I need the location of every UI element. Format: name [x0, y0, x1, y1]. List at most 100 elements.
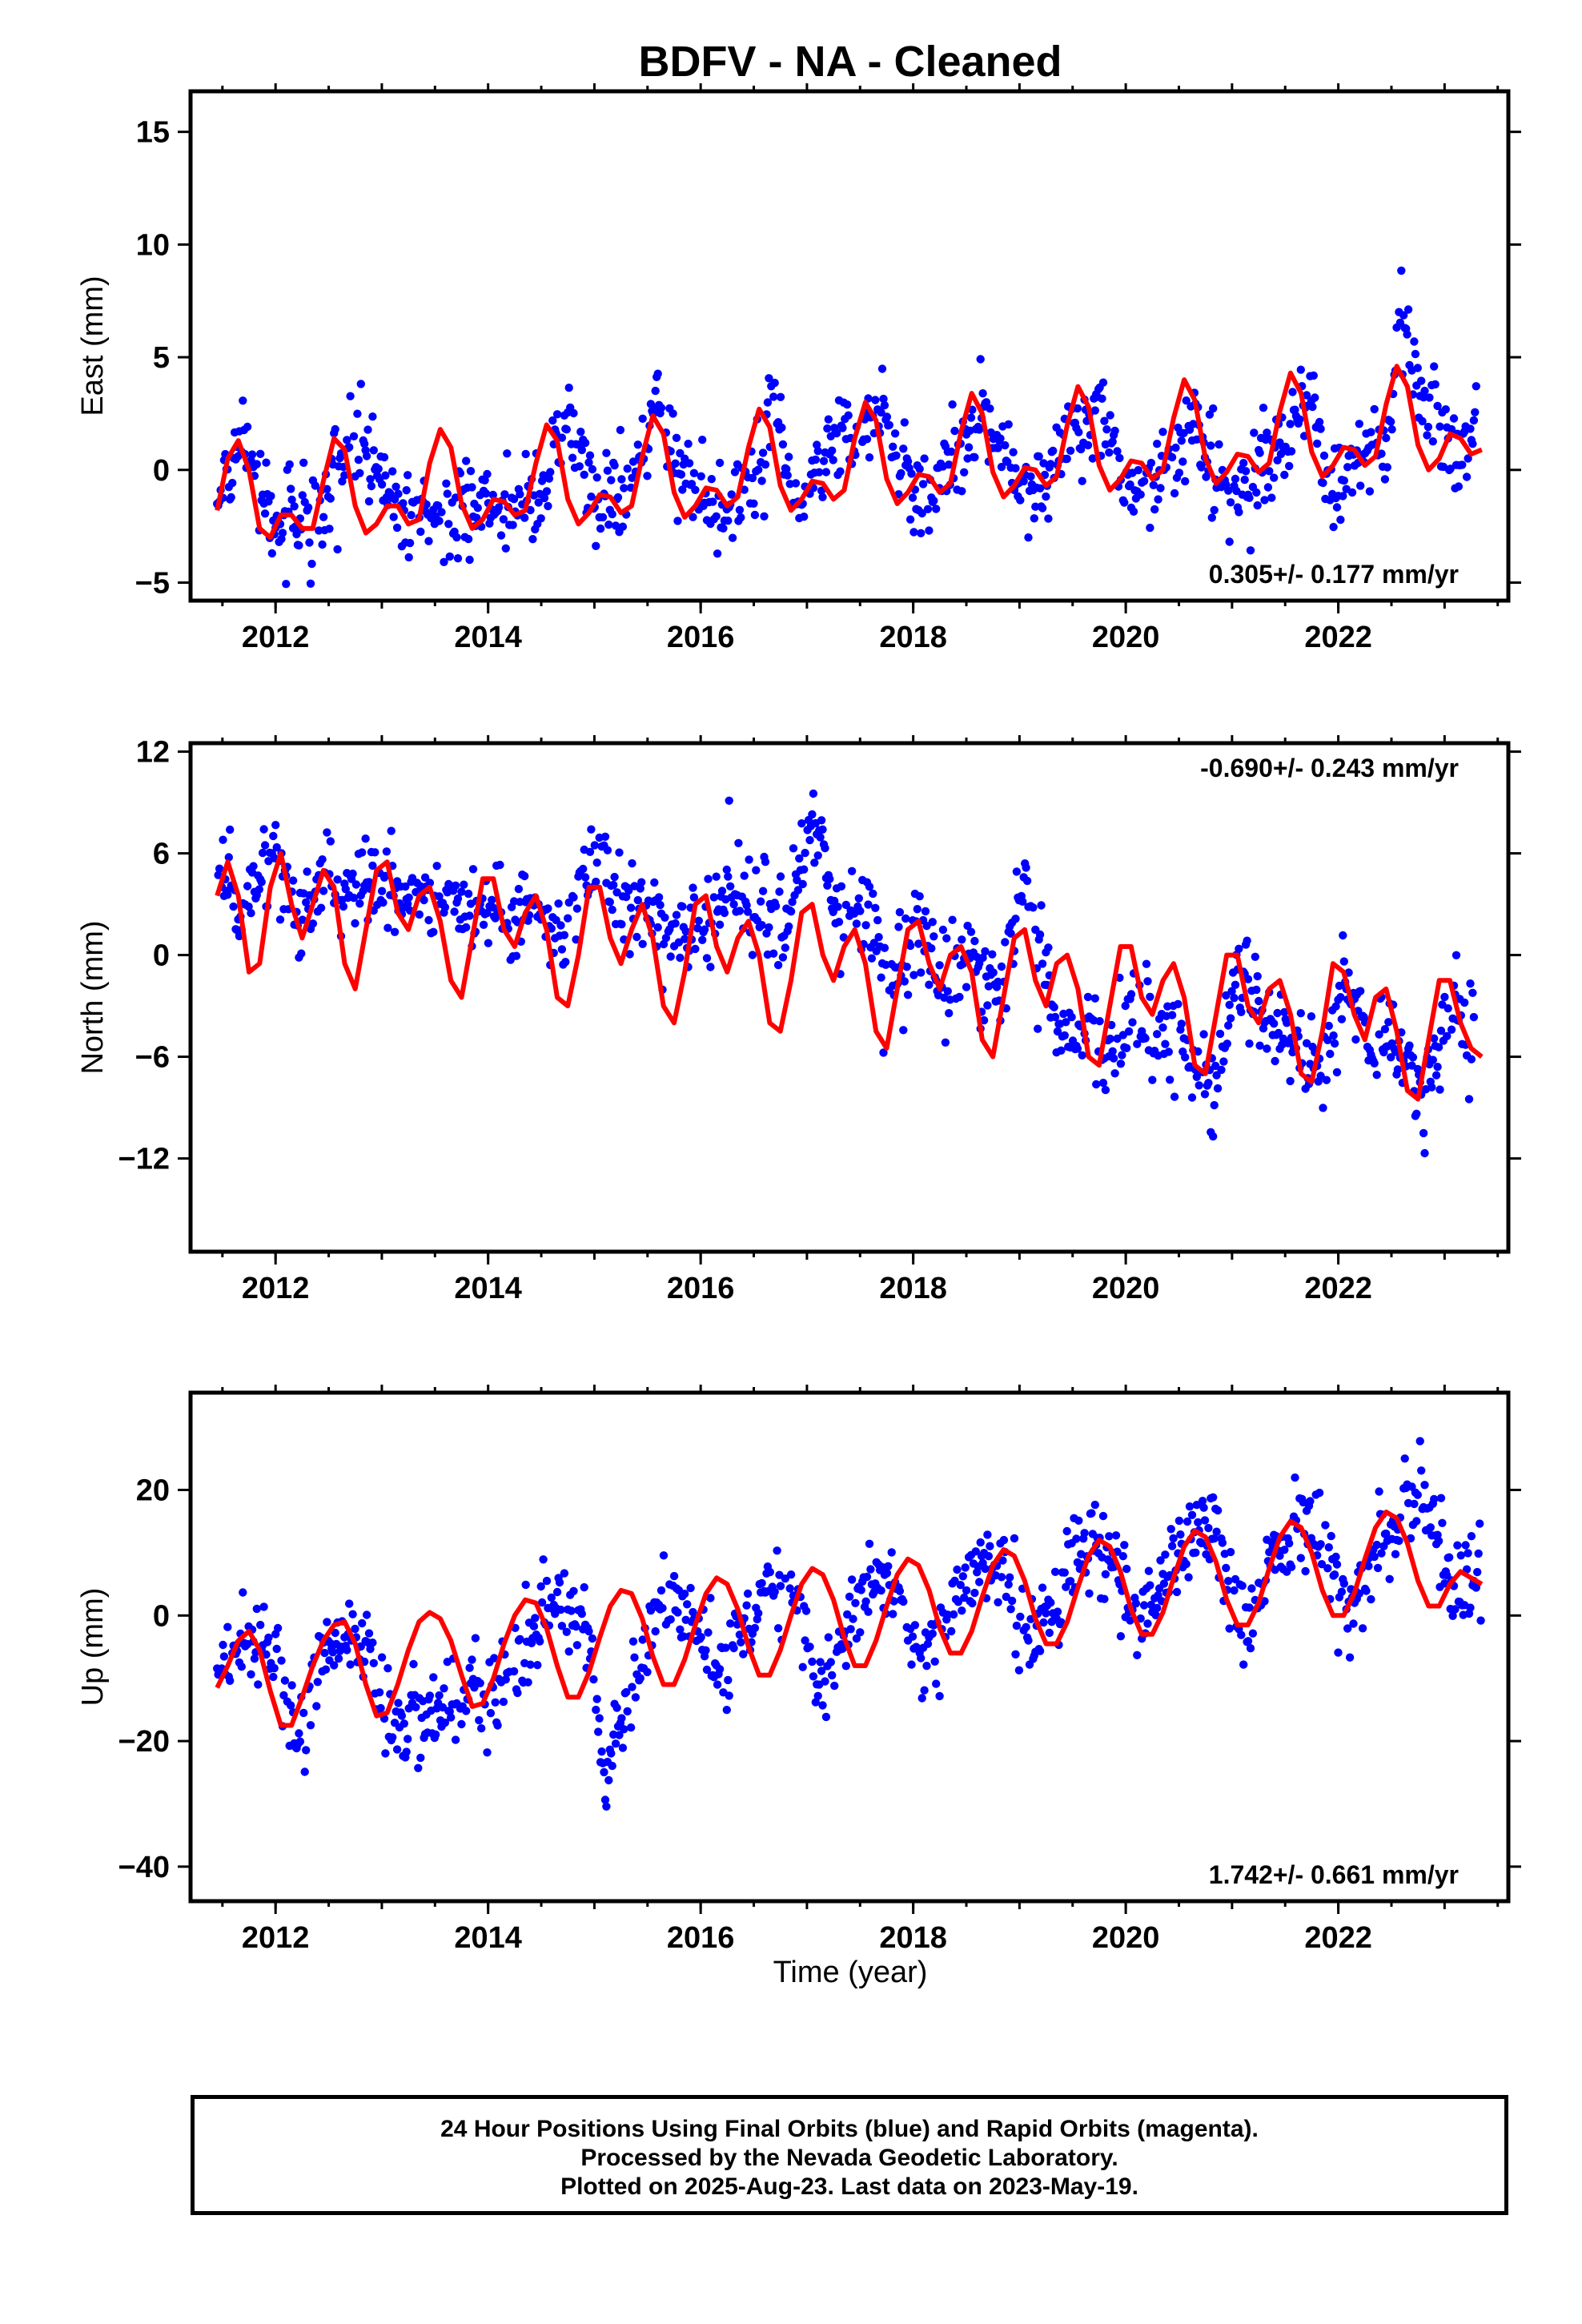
east-data-point: [392, 523, 402, 533]
north-data-point: [349, 894, 359, 903]
north-data-point: [1122, 1043, 1131, 1053]
east-data-point: [1355, 420, 1364, 428]
north-data-point: [608, 905, 616, 915]
up-data-point: [923, 1639, 933, 1648]
up-data-point: [816, 1658, 825, 1667]
up-data-point: [882, 1569, 892, 1578]
north-data-point: [1110, 1069, 1119, 1078]
north-data-point: [1408, 1053, 1418, 1062]
north-data-point: [603, 846, 612, 854]
up-data-point: [801, 1636, 809, 1645]
east-data-point: [585, 451, 595, 460]
up-data-point: [622, 1687, 631, 1697]
east-data-point: [1016, 496, 1025, 505]
east-data-point: [880, 400, 889, 410]
north-data-point: [636, 884, 644, 893]
north-data-point: [1469, 1012, 1479, 1022]
east-data-point: [1367, 428, 1375, 436]
north-data-point: [903, 991, 913, 999]
up-data-point: [1074, 1516, 1083, 1526]
north-data-point: [700, 925, 709, 934]
north-data-point: [1440, 992, 1449, 1002]
north-data-point: [610, 872, 619, 882]
north-data-point: [308, 919, 318, 928]
up-data-point: [932, 1679, 941, 1688]
east-data-point: [871, 396, 880, 404]
up-data-point: [1337, 1587, 1347, 1596]
up-data-point: [490, 1654, 499, 1663]
east-data-point: [1403, 305, 1413, 314]
up-data-point: [770, 1587, 779, 1597]
north-data-point: [1187, 1093, 1197, 1102]
east-data-point: [885, 420, 894, 429]
up-data-point: [457, 1719, 466, 1729]
north-data-point: [1083, 992, 1093, 1002]
up-data-point: [1334, 1648, 1343, 1657]
up-data-point: [1420, 1481, 1429, 1490]
east-data-point: [1387, 417, 1395, 426]
east-data-point: [776, 392, 785, 401]
north-data-point: [833, 903, 842, 911]
up-data-point: [1166, 1525, 1175, 1534]
east-data-point: [877, 408, 885, 417]
north-data-point: [809, 789, 818, 798]
x-axis-label: Time (year): [773, 1956, 928, 1989]
up-data-point: [1153, 1603, 1162, 1613]
east-data-point: [1265, 467, 1274, 476]
up-data-point: [1301, 1566, 1310, 1576]
up-data-point: [1291, 1473, 1299, 1482]
east-data-point: [353, 409, 362, 418]
up-data-point: [272, 1644, 281, 1654]
up-data-point: [1339, 1579, 1349, 1588]
east-data-point: [1035, 484, 1045, 493]
up-data-point: [358, 1618, 367, 1628]
north-data-point: [1060, 1031, 1070, 1040]
north-data-point: [316, 903, 326, 912]
up-data-point: [1057, 1618, 1066, 1626]
up-data-point: [999, 1535, 1009, 1545]
up-data-point: [817, 1667, 826, 1675]
up-data-point: [1237, 1630, 1246, 1639]
up-data-point: [1136, 1614, 1145, 1623]
east-data-point: [1315, 417, 1324, 427]
north-data-point: [1148, 1076, 1157, 1084]
east-data-point: [1288, 388, 1297, 396]
east-data-point: [227, 493, 235, 502]
up-data-point: [1248, 1629, 1258, 1638]
east-data-point: [617, 475, 626, 484]
north-data-point: [1286, 1076, 1295, 1086]
up-data-point: [689, 1607, 697, 1617]
up-data-point: [895, 1586, 905, 1596]
north-data-point: [1109, 1054, 1118, 1063]
north-data-point: [243, 882, 252, 891]
east-data-point: [882, 412, 892, 421]
up-data-point: [846, 1625, 855, 1634]
east-data-point: [355, 468, 364, 477]
up-data-point: [1238, 1582, 1247, 1590]
east-data-point: [1387, 425, 1396, 434]
east-data-point: [262, 458, 271, 467]
east-data-point: [777, 423, 786, 432]
north-data-point: [726, 882, 735, 891]
north-data-point: [625, 950, 634, 959]
up-data-point: [1161, 1550, 1170, 1559]
up-data-point: [1122, 1564, 1131, 1574]
north-data-point: [415, 910, 424, 919]
up-data-point: [908, 1632, 917, 1641]
north-data-point: [1161, 1039, 1170, 1048]
east-data-point: [577, 445, 586, 455]
north-data-point: [496, 860, 504, 870]
east-data-point: [340, 471, 349, 480]
up-data-point: [237, 1663, 246, 1671]
up-data-point: [1287, 1562, 1296, 1571]
up-data-point: [1116, 1632, 1126, 1641]
north-data-point: [569, 893, 578, 902]
north-data-point: [1443, 1031, 1452, 1041]
east-data-point: [610, 461, 619, 470]
north-data-point: [297, 949, 306, 958]
east-data-point: [1365, 487, 1375, 496]
north-data-point: [839, 933, 849, 942]
up-data-point: [1306, 1497, 1315, 1506]
up-data-point: [1080, 1529, 1089, 1538]
up-data-point: [935, 1691, 944, 1701]
